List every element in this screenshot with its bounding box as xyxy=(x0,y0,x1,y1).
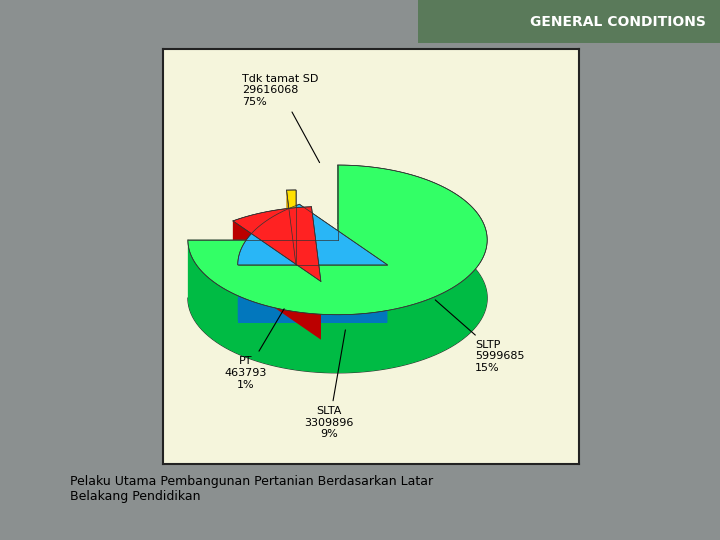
Polygon shape xyxy=(300,204,387,323)
Polygon shape xyxy=(312,207,321,340)
Text: SLTP
5999685
15%: SLTP 5999685 15% xyxy=(436,300,524,373)
Polygon shape xyxy=(233,221,321,340)
Polygon shape xyxy=(188,240,338,298)
Polygon shape xyxy=(233,207,321,281)
Polygon shape xyxy=(188,165,487,373)
Text: PT
463793
1%: PT 463793 1% xyxy=(225,309,284,389)
Text: Pelaku Utama Pembangunan Pertanian Berdasarkan Latar
Belakang Pendidikan: Pelaku Utama Pembangunan Pertanian Berda… xyxy=(70,475,433,503)
Polygon shape xyxy=(188,165,487,315)
Text: Tdk tamat SD
29616068
75%: Tdk tamat SD 29616068 75% xyxy=(242,73,320,163)
Text: GENERAL CONDITIONS: GENERAL CONDITIONS xyxy=(530,15,706,29)
Text: SLTA
3309896
9%: SLTA 3309896 9% xyxy=(305,330,354,440)
Polygon shape xyxy=(233,207,312,279)
Polygon shape xyxy=(287,190,296,265)
Polygon shape xyxy=(238,204,300,323)
Polygon shape xyxy=(287,190,296,248)
Polygon shape xyxy=(238,204,387,265)
Polygon shape xyxy=(238,265,387,323)
Polygon shape xyxy=(287,190,296,323)
FancyBboxPatch shape xyxy=(418,0,720,43)
